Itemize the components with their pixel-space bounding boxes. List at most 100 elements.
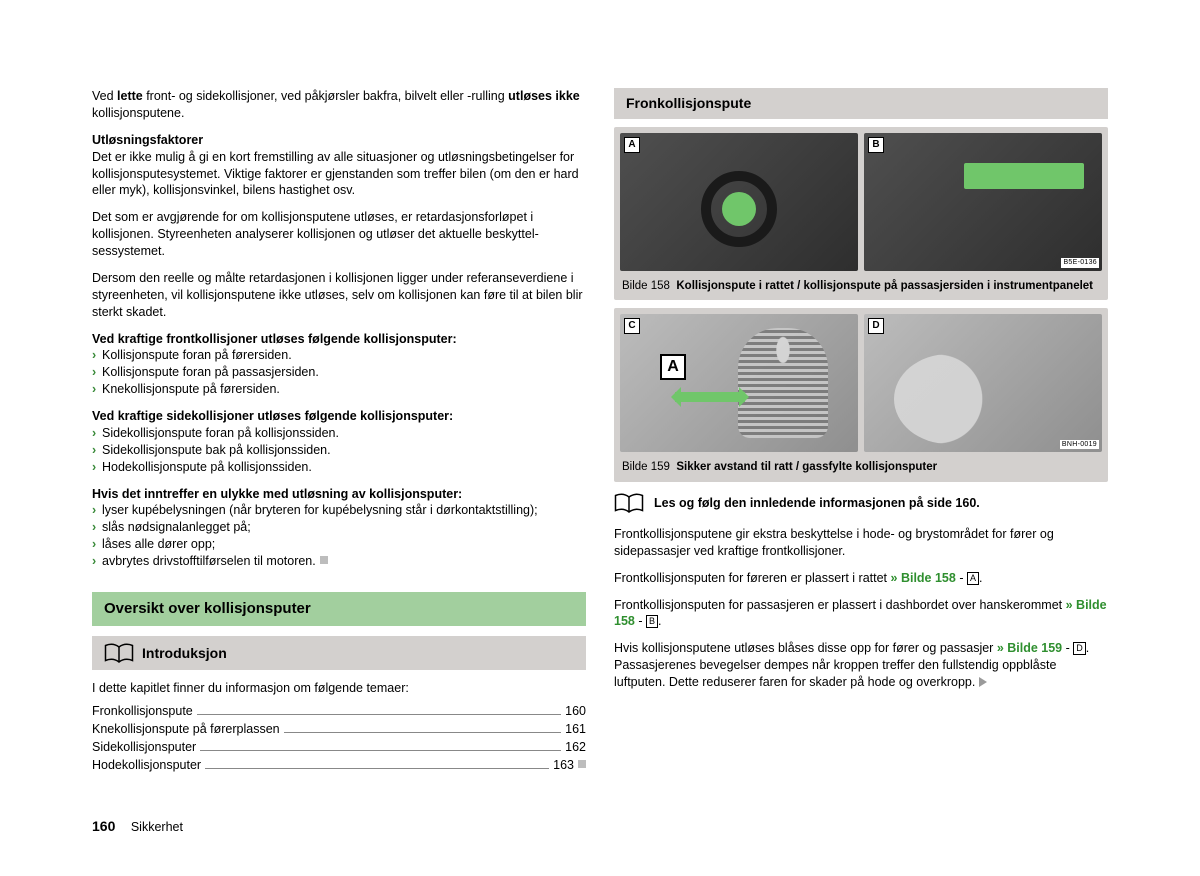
- subhead: Ved kraftige frontkollisjoner utløses fø…: [92, 331, 586, 348]
- t: -: [635, 614, 646, 628]
- left-column: Ved lette front- og sidekollisjoner, ved…: [92, 88, 586, 775]
- continue-marker-icon: [979, 677, 987, 687]
- toc-leader: [197, 714, 561, 715]
- t: avbrytes drivstofftilførselen til motore…: [102, 554, 316, 568]
- cross-ref: » Bilde 158: [891, 571, 956, 585]
- toc-label: Fronkollisjonspute: [92, 703, 193, 720]
- figure-panel-d: D BNH-0019: [864, 314, 1102, 452]
- toc-leader: [205, 768, 549, 769]
- panel-letter: C: [624, 318, 640, 334]
- bullet: Kollisjonspute foran på passasjersiden.: [92, 364, 586, 381]
- toc-label: Knekollisjonspute på førerplassen: [92, 721, 280, 738]
- bullet: Sidekollisjonspute bak på kollisjonsside…: [92, 442, 586, 459]
- figure-caption: Bilde 159 Sikker avstand til ratt / gass…: [620, 458, 1102, 476]
- caption-num: Bilde 158: [622, 280, 670, 292]
- para: Frontkollisjonsputen for passasjeren er …: [614, 597, 1108, 631]
- toc-row: Knekollisjonspute på førerplassen 161: [92, 721, 586, 738]
- figure-158: A B B5E-0136 Bilde 158 Kollisjonspute i …: [614, 127, 1108, 301]
- distance-label: A: [660, 354, 686, 380]
- book-icon: [104, 642, 134, 664]
- toc-leader: [284, 732, 562, 733]
- toc-label: Sidekollisjonsputer: [92, 739, 196, 756]
- para: Frontkollisjonsputene gir ekstra beskytt…: [614, 526, 1108, 560]
- para: Hvis kollisjonsputene utløses blåses dis…: [614, 640, 1108, 691]
- figure-159: C A D BNH-0019 Bilde 159 Sikker avstand …: [614, 308, 1108, 482]
- toc-intro: I dette kapitlet finner du informasjon o…: [92, 680, 586, 697]
- para: Frontkollisjonsputen for føreren er plas…: [614, 570, 1108, 587]
- t: Ved: [92, 89, 117, 103]
- t: .: [658, 614, 661, 628]
- t: .: [979, 571, 982, 585]
- para: Det er ikke mulig å gi en kort fremstill…: [92, 149, 586, 200]
- end-marker-icon: [578, 760, 586, 768]
- inflated-airbag-icon: [894, 354, 1004, 444]
- bullet: Sidekollisjonspute foran på kollisjonssi…: [92, 425, 586, 442]
- t: kollisjonsputene.: [92, 106, 184, 120]
- figure-panel-a: A: [620, 133, 858, 271]
- ref-box: D: [1073, 642, 1086, 655]
- bullet: avbrytes drivstofftilførselen til motore…: [92, 553, 586, 570]
- bullet: Kollisjonspute foran på førersiden.: [92, 347, 586, 364]
- page-section: Sikkerhet: [131, 820, 183, 834]
- toc-leader: [200, 750, 561, 751]
- subhead: Utløsningsfaktorer: [92, 132, 586, 149]
- note-text: Les og følg den innledende informasjonen…: [654, 492, 980, 512]
- ref-box: B: [646, 615, 658, 628]
- figure-panel-b: B B5E-0136: [864, 133, 1102, 271]
- t: -: [1062, 641, 1073, 655]
- ref-box: A: [967, 572, 979, 585]
- read-first-note: Les og følg den innledende informasjonen…: [614, 492, 1108, 514]
- bullet-list: Kollisjonspute foran på førersiden. Koll…: [92, 347, 586, 398]
- page-number: 160: [92, 818, 115, 834]
- page-footer: 160 Sikkerhet: [92, 817, 183, 836]
- book-icon: [614, 492, 644, 514]
- toc-page: 160: [565, 703, 586, 720]
- t: utlø­ses ikke: [508, 89, 580, 103]
- image-code: B5E-0136: [1061, 258, 1099, 267]
- t: 163: [553, 758, 574, 772]
- image-code: BNH-0019: [1060, 440, 1099, 449]
- toc-row: Sidekollisjonsputer 162: [92, 739, 586, 756]
- end-marker-icon: [320, 556, 328, 564]
- t: Frontkollisjonsputen for passasjeren er …: [614, 598, 1066, 612]
- subhead: Ved kraftige sidekollisjoner utløses føl…: [92, 408, 586, 425]
- figure-images: C A D BNH-0019: [620, 314, 1102, 452]
- toc-page: 163: [553, 757, 586, 774]
- bullet-list: lyser kupébelysningen (når bryteren for …: [92, 502, 586, 570]
- caption-text: Kollisjonspute i rattet / kollisjonspute…: [676, 280, 1093, 292]
- caption-text: Sikker avstand til ratt / gassfylte koll…: [676, 461, 937, 473]
- toc-page: 161: [565, 721, 586, 738]
- airbag-highlight: [722, 192, 756, 226]
- cross-ref: » Bilde 159: [997, 641, 1062, 655]
- toc-row: Hodekollisjonsputer 163: [92, 757, 586, 774]
- panel-letter: D: [868, 318, 884, 334]
- steering-wheel-icon: [701, 171, 777, 247]
- panel-letter: A: [624, 137, 640, 153]
- subsection-heading: Introduksjon: [92, 636, 586, 670]
- intro-para: Ved lette front- og sidekollisjoner, ved…: [92, 88, 586, 122]
- toc: I dette kapitlet finner du informasjon o…: [92, 680, 586, 773]
- airbag-highlight: [964, 163, 1084, 189]
- para: Dersom den reelle og målte retardasjonen…: [92, 270, 586, 321]
- figure-caption: Bilde 158 Kollisjonspute i rattet / koll…: [620, 277, 1102, 295]
- distance-arrow-icon: [675, 392, 745, 402]
- subsection-label: Introduksjon: [142, 644, 227, 663]
- toc-page: 162: [565, 739, 586, 756]
- bullet-list: Sidekollisjonspute foran på kollisjonssi…: [92, 425, 586, 476]
- skeleton-icon: [738, 328, 828, 438]
- t: lette: [117, 89, 143, 103]
- bullet: Knekollisjonspute på førersiden.: [92, 381, 586, 398]
- t: front- og sidekollisjoner, ved påkjørsle…: [143, 89, 508, 103]
- right-column: Fronkollisjonspute A B B5E-0136 Bilde 15…: [614, 88, 1108, 775]
- subhead: Hvis det inntreffer en ulykke med utløsn…: [92, 486, 586, 503]
- toc-row: Fronkollisjonspute 160: [92, 703, 586, 720]
- toc-label: Hodekollisjonsputer: [92, 757, 201, 774]
- t: -: [956, 571, 967, 585]
- panel-letter: B: [868, 137, 884, 153]
- figure-images: A B B5E-0136: [620, 133, 1102, 271]
- bullet: Hodekollisjonspute på kollisjonssiden.: [92, 459, 586, 476]
- section-heading: Oversikt over kollisjonsputer: [92, 592, 586, 626]
- bullet: lyser kupébelysningen (når bryteren for …: [92, 502, 586, 519]
- section-heading: Fronkollisjonspute: [614, 88, 1108, 119]
- figure-panel-c: C A: [620, 314, 858, 452]
